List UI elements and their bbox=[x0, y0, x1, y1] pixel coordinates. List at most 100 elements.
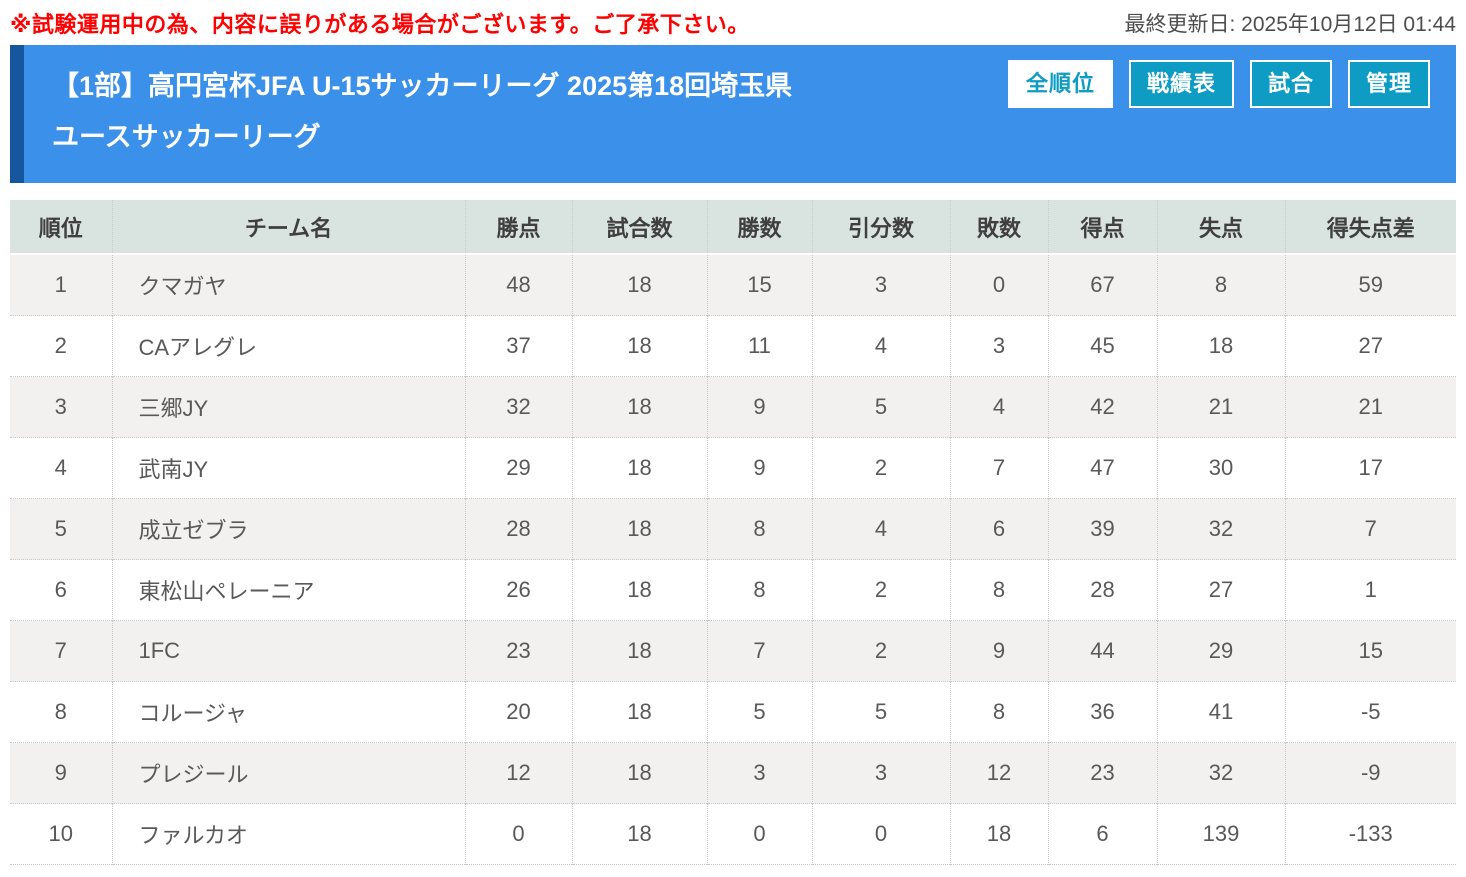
tab-all-rankings[interactable]: 全順位 bbox=[1007, 60, 1113, 109]
stat-cell: 59 bbox=[1358, 272, 1383, 297]
stat-cell: 12 bbox=[465, 742, 573, 804]
stat-cell: 3 bbox=[812, 254, 951, 316]
team-name-cell: 成立ゼブラ bbox=[112, 498, 466, 560]
team-name-cell: クマガヤ bbox=[112, 254, 466, 316]
rank-cell: 4 bbox=[10, 437, 113, 499]
table-row: 1 クマガヤ 48 18 15 3 0 67 8 59 bbox=[10, 254, 1456, 316]
stat-cell: 3 bbox=[812, 742, 951, 804]
stat-cell: 27 bbox=[1358, 333, 1383, 358]
stat-cell: -9 bbox=[1360, 760, 1381, 785]
league-header: 【1部】高円宮杯JFA U-15サッカーリーグ 2025第18回埼玉県 ユースサ… bbox=[10, 45, 1456, 183]
stat-cell: 15 bbox=[1358, 638, 1383, 663]
team-name-cell: 武南JY bbox=[112, 437, 466, 499]
stat-cell: 47 bbox=[1048, 437, 1158, 499]
column-header-8: 失点 bbox=[1157, 200, 1286, 254]
stat-cell: 8 bbox=[1157, 254, 1286, 316]
stat-cell: 0 bbox=[812, 803, 951, 865]
stat-cell: 17 bbox=[1358, 455, 1383, 480]
tab-results-grid[interactable]: 戦績表 bbox=[1128, 60, 1234, 109]
table-row: 8 コルージャ 20 18 5 5 8 36 41 -5 bbox=[10, 681, 1456, 743]
stat-cell: 4 bbox=[812, 315, 951, 377]
stat-cell: 18 bbox=[572, 803, 708, 865]
stat-cell: 18 bbox=[572, 681, 708, 743]
stat-cell: 23 bbox=[465, 620, 573, 682]
stat-cell: 2 bbox=[812, 559, 951, 621]
column-header-3: 試合数 bbox=[572, 200, 708, 254]
stat-cell: 6 bbox=[1048, 803, 1158, 865]
table-row: 10 ファルカオ 0 18 0 0 18 6 139 -133 bbox=[10, 803, 1456, 865]
team-name-cell: CAアレグレ bbox=[112, 315, 466, 377]
rank-cell: 9 bbox=[10, 742, 113, 804]
stat-cell: 18 bbox=[572, 376, 708, 438]
stat-cell: 2 bbox=[812, 437, 951, 499]
stat-cell: 18 bbox=[572, 437, 708, 499]
stat-cell: 29 bbox=[465, 437, 573, 499]
stat-cell: 28 bbox=[1048, 559, 1158, 621]
stat-cell: 9 bbox=[950, 620, 1049, 682]
column-header-5: 引分数 bbox=[812, 200, 951, 254]
stat-cell: 18 bbox=[1157, 315, 1286, 377]
rank-cell: 2 bbox=[10, 315, 113, 377]
stat-cell: 37 bbox=[465, 315, 573, 377]
stat-cell: 5 bbox=[707, 681, 813, 743]
league-title-line2: ユースサッカーリーグ bbox=[52, 122, 321, 152]
team-name-cell: 三郷JY bbox=[112, 376, 466, 438]
stat-cell: 1 bbox=[1364, 577, 1377, 602]
stat-cell: 15 bbox=[707, 254, 813, 316]
trial-operation-notice: ※試験運用中の為、内容に誤りがある場合がございます。ご了承下さい。 bbox=[10, 12, 750, 37]
stat-cell: 23 bbox=[1048, 742, 1158, 804]
table-row: 9 プレジール 12 18 3 3 12 23 32 -9 bbox=[10, 742, 1456, 804]
rank-cell: 6 bbox=[10, 559, 113, 621]
last-updated-label: 最終更新日: 2025年10月12日 01:44 bbox=[1124, 13, 1457, 36]
team-name-cell: プレジール bbox=[112, 742, 466, 804]
rank-cell: 3 bbox=[10, 376, 113, 438]
table-row: 7 1FC 23 18 7 2 9 44 29 15 bbox=[10, 620, 1456, 682]
stat-cell: 45 bbox=[1048, 315, 1158, 377]
tab-admin[interactable]: 管理 bbox=[1347, 60, 1430, 109]
stat-cell: 11 bbox=[707, 315, 813, 377]
tab-matches[interactable]: 試合 bbox=[1249, 60, 1332, 109]
stat-cell: 4 bbox=[950, 376, 1049, 438]
stat-cell: 30 bbox=[1157, 437, 1286, 499]
stat-cell: 7 bbox=[707, 620, 813, 682]
team-name-cell: 1FC bbox=[112, 620, 466, 682]
stat-cell: 2 bbox=[812, 620, 951, 682]
stat-cell: 21 bbox=[1157, 376, 1286, 438]
stat-cell: 32 bbox=[465, 376, 573, 438]
column-header-7: 得点 bbox=[1048, 200, 1158, 254]
standings-table: 順位 チーム名 勝点 試合数 勝数 引分数 敗数 得点 失点 得失点差 1 クマガヤ 48 18 15 3 0… bbox=[10, 200, 1456, 865]
table-row: 5 成立ゼブラ 28 18 8 4 6 39 32 7 bbox=[10, 498, 1456, 560]
stat-cell: 21 bbox=[1358, 394, 1383, 419]
stat-cell: 18 bbox=[572, 315, 708, 377]
stat-cell: 41 bbox=[1157, 681, 1286, 743]
team-name-cell: コルージャ bbox=[112, 681, 466, 743]
league-title: 【1部】高円宮杯JFA U-15サッカーリーグ 2025第18回埼玉県 ユースサ… bbox=[52, 59, 792, 183]
stat-cell: 32 bbox=[1157, 498, 1286, 560]
stat-cell: 18 bbox=[572, 498, 708, 560]
stat-cell: 8 bbox=[707, 559, 813, 621]
stat-cell: 9 bbox=[707, 437, 813, 499]
table-row: 2 CAアレグレ 37 18 11 4 3 45 18 27 bbox=[10, 315, 1456, 377]
stat-cell: 28 bbox=[465, 498, 573, 560]
stat-cell: 27 bbox=[1157, 559, 1286, 621]
stat-cell: 8 bbox=[950, 681, 1049, 743]
league-title-line1: 【1部】高円宮杯JFA U-15サッカーリーグ 2025第18回埼玉県 bbox=[52, 71, 793, 101]
stat-cell: -133 bbox=[1348, 821, 1393, 846]
team-name-cell: 東松山ペレーニア bbox=[112, 559, 466, 621]
stat-cell: 3 bbox=[950, 315, 1049, 377]
column-header-2: 勝点 bbox=[465, 200, 573, 254]
stat-cell: 0 bbox=[707, 803, 813, 865]
stat-cell: 3 bbox=[707, 742, 813, 804]
stat-cell: 39 bbox=[1048, 498, 1158, 560]
stat-cell: 42 bbox=[1048, 376, 1158, 438]
team-name-cell: ファルカオ bbox=[112, 803, 466, 865]
stat-cell: 20 bbox=[465, 681, 573, 743]
stat-cell: 8 bbox=[707, 498, 813, 560]
stat-cell: 32 bbox=[1157, 742, 1286, 804]
stat-cell: 4 bbox=[812, 498, 951, 560]
stat-cell: 0 bbox=[950, 254, 1049, 316]
stat-cell: 18 bbox=[572, 620, 708, 682]
rank-cell: 1 bbox=[10, 254, 113, 316]
rank-cell: 8 bbox=[10, 681, 113, 743]
column-header-0: 順位 bbox=[10, 200, 113, 254]
